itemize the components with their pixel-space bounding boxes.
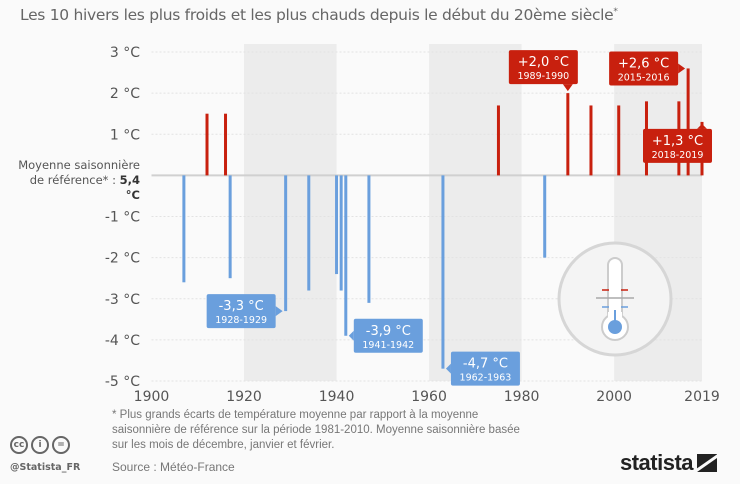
y-tick-label: 2 °C: [110, 86, 140, 102]
cold-winter-bar: [307, 175, 311, 291]
cold-winter-bar: [228, 175, 232, 279]
warm-winter-bar: [205, 113, 209, 176]
x-tick-label: 1900: [134, 389, 170, 405]
x-tick-label: 1940: [319, 389, 355, 405]
license-icons: cc i =: [10, 436, 70, 454]
data-label-pointer: [697, 123, 707, 129]
reference-line1: Moyenne saisonnière: [18, 158, 140, 172]
thermometer-icon: [557, 241, 673, 357]
x-tick-label: 1960: [411, 389, 447, 405]
warm-winter-bar: [566, 93, 570, 176]
cold-winter-bar: [543, 175, 547, 258]
data-label-period: 2018-2019: [652, 150, 704, 161]
y-tick-label: 3 °C: [110, 45, 140, 61]
data-label-pointer: [445, 363, 451, 374]
data-label-pointer: [348, 330, 354, 341]
data-label-pointer: [275, 306, 283, 317]
x-tick-label: 1920: [226, 389, 262, 405]
warm-winter-bar: [589, 105, 593, 176]
warm-winter-bar: [496, 105, 500, 176]
data-label-pointer: [678, 63, 686, 74]
no-derivatives-icon: =: [52, 436, 70, 454]
cold-winter-bar: [344, 175, 348, 336]
data-label-box: [450, 351, 520, 386]
warm-winter-bar: [686, 68, 690, 176]
y-tick-label: -3 °C: [105, 292, 140, 308]
data-label-box: [643, 128, 712, 163]
title-text: Les 10 hivers les plus froids et les plu…: [20, 6, 614, 24]
attribution-icon: i: [31, 436, 49, 454]
chart-title: Les 10 hivers les plus froids et les plu…: [20, 6, 618, 24]
data-label-value: +1,3 °C: [652, 134, 703, 149]
logo-mark-icon: [697, 454, 718, 472]
warm-winter-bar: [617, 105, 621, 176]
twitter-handle: @Statista_FR: [10, 462, 81, 473]
shaded-band: [429, 44, 522, 381]
data-label-value: +2,0 °C: [518, 55, 569, 70]
cold-winter-bar: [367, 175, 371, 303]
data-label-value: -3,3 °C: [219, 299, 264, 314]
y-tick-label: -5 °C: [105, 374, 140, 390]
x-tick-label: 2019: [684, 389, 720, 405]
data-label-period: 1941-1942: [362, 340, 414, 351]
x-tick-label: 2000: [596, 389, 632, 405]
data-label-period: 1989-1990: [517, 71, 569, 82]
y-tick-label: -1 °C: [105, 210, 140, 226]
cc-icon: cc: [10, 436, 28, 454]
y-tick-label: -2 °C: [105, 251, 140, 267]
source: Source : Météo-France: [112, 460, 235, 474]
data-label-box: [609, 51, 679, 86]
data-label-value: -3,9 °C: [366, 324, 411, 339]
cold-winter-bar: [335, 175, 339, 275]
data-label-period: 1928-1929: [215, 315, 267, 326]
statista-logo[interactable]: statista: [620, 450, 718, 476]
title-footnote-mark: *: [613, 6, 618, 17]
data-label-period: 1962-1963: [460, 373, 512, 384]
shaded-band: [244, 44, 337, 381]
data-label-box: [206, 294, 276, 329]
cold-winter-bar: [284, 175, 288, 312]
reference-line2: de référence* :: [29, 173, 120, 187]
cold-winter-bar: [182, 175, 186, 283]
logo-text: statista: [620, 450, 694, 475]
y-tick-label: 1 °C: [110, 127, 140, 143]
mercury-bulb: [608, 320, 622, 334]
footnote: * Plus grands écarts de température moye…: [112, 409, 520, 451]
data-label-value: -4,7 °C: [463, 357, 508, 372]
data-label-value: +2,6 °C: [618, 56, 669, 71]
x-tick-label: 1980: [504, 389, 540, 405]
warm-winter-bar: [224, 113, 228, 176]
y-tick-label: -4 °C: [105, 333, 140, 349]
data-label-pointer: [562, 84, 573, 92]
reference-label: Moyenne saisonnière de référence* : 5,4 …: [18, 158, 140, 203]
data-label-period: 2015-2016: [618, 72, 670, 83]
cold-winter-bar: [441, 175, 445, 369]
reference-value: 5,4 °C: [119, 173, 140, 202]
cold-winter-bar: [339, 175, 343, 291]
data-label-box: [508, 50, 578, 85]
data-label-box: [353, 318, 423, 353]
